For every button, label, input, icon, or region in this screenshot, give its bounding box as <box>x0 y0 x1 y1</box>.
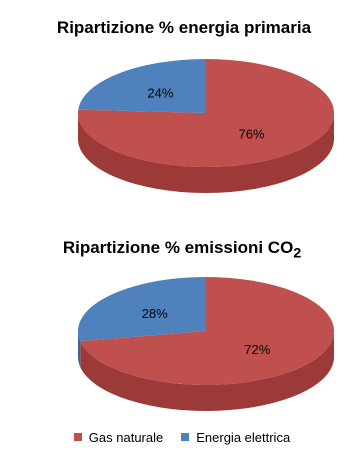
legend-label-gas-naturale: Gas naturale <box>88 429 164 445</box>
chart-title-emissioni-co2: Ripartizione % emissioni CO2 <box>0 238 364 261</box>
pie-chart-energia-primaria: 76% 24% <box>77 59 334 193</box>
pie-chart-emissioni-co2: 72% 28% <box>78 277 334 411</box>
pie-side-gas-naturale <box>80 331 334 411</box>
chart-title-energia-primaria: Ripartizione % energia primaria <box>2 18 364 38</box>
legend-label-energia-elettrica: Energia elettrica <box>196 429 291 445</box>
pie-side-walls <box>78 113 334 193</box>
legend-item-gas-naturale: Gas naturale <box>73 429 164 445</box>
legend-item-energia-elettrica: Energia elettrica <box>181 430 290 445</box>
chart-legend: Gas naturale Energia elettrica <box>0 427 364 447</box>
pie-slice-energia-elettrica <box>78 277 206 342</box>
pie-slice-gas-naturale <box>80 277 334 385</box>
legend-swatch-energia-elettrica <box>181 433 190 441</box>
pie-data-label-energia-elettrica: 24% <box>147 86 173 101</box>
legend-swatch-gas-naturale <box>73 433 82 441</box>
pie-side-energia-elettrica <box>78 331 81 368</box>
chart-title-text: Ripartizione % emissioni CO <box>62 238 294 257</box>
pie-side-walls <box>78 331 334 411</box>
chart-title-subscript: 2 <box>293 245 302 262</box>
pie-data-label-energia-elettrica: 28% <box>142 306 168 321</box>
pie-slice-energia-elettrica <box>78 59 206 113</box>
chart-title-text: Ripartizione % energia primaria <box>56 18 312 37</box>
pie-side-gas-naturale <box>78 113 334 193</box>
pie-data-label-gas-naturale: 72% <box>244 342 270 357</box>
pie-data-label-gas-naturale: 76% <box>239 126 265 141</box>
